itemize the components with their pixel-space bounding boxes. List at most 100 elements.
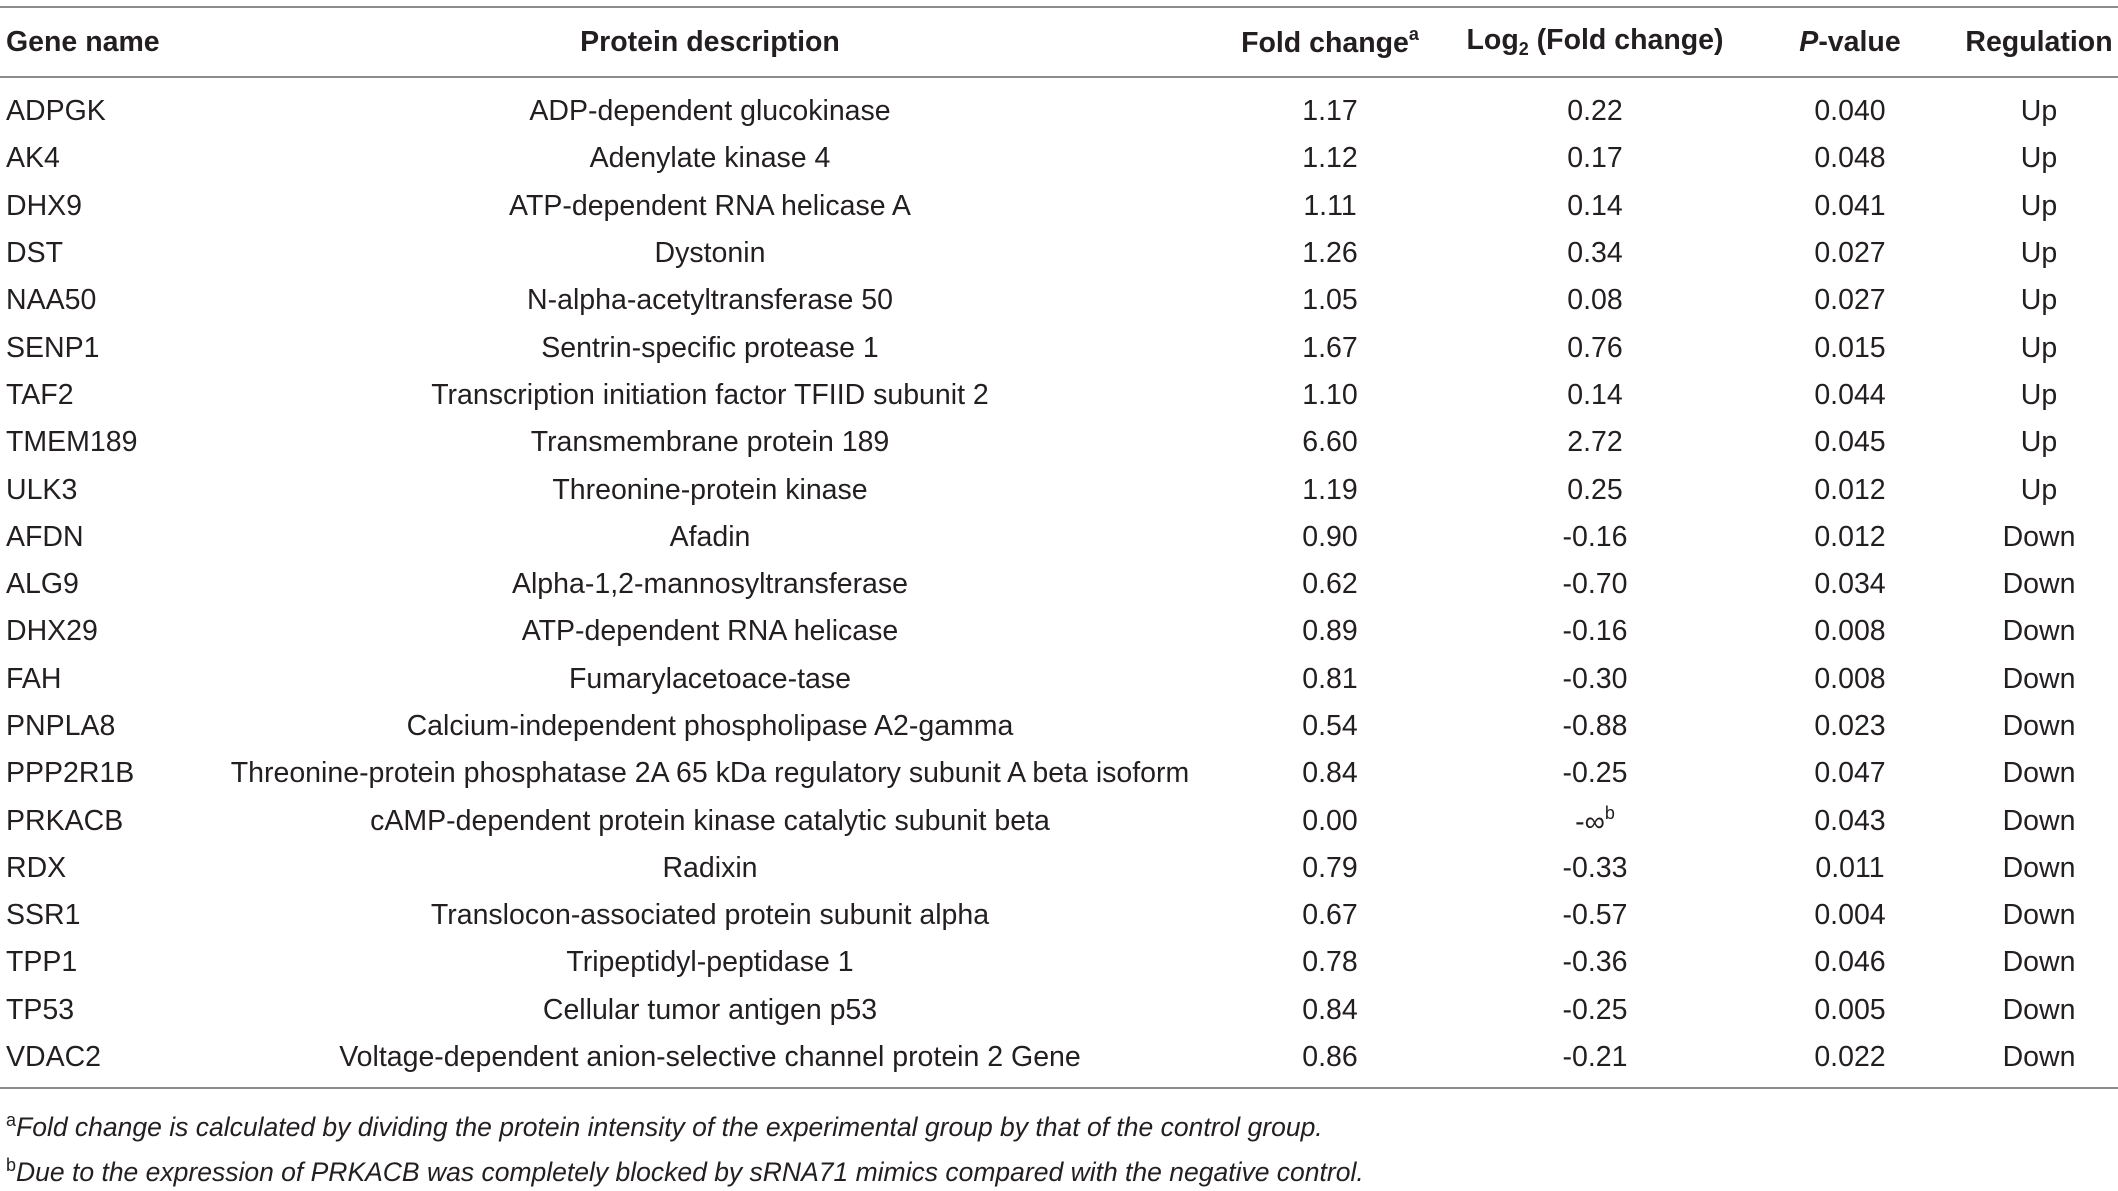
cell-gene-name: VDAC2 <box>6 1041 102 1074</box>
cell-regulation: Down <box>2002 568 2076 601</box>
cell-log2-fold-change: -0.25 <box>1562 757 1628 790</box>
footnote-mark-b: b <box>1604 803 1615 824</box>
cell-p-value: 0.011 <box>1815 851 1885 884</box>
header-log2-fold-change: Log2 (Fold change) <box>1450 8 1740 78</box>
table-row: AK4 Adenylate kinase 4 1.12 0.17 0.048 Up <box>0 135 2118 182</box>
cell-regulation: Up <box>2020 237 2058 270</box>
table-row: TP53 Cellular tumor antigen p53 0.84 -0.25 0… <box>0 987 2118 1034</box>
cell-protein-description: Dystonin <box>654 237 766 270</box>
cell-gene-name: TAF2 <box>6 378 74 411</box>
cell-fold-change: 0.62 <box>1302 568 1358 601</box>
cell-fold-change: 1.19 <box>1302 473 1358 506</box>
cell-fold-change: 1.17 <box>1302 95 1358 128</box>
cell-gene-name: SENP1 <box>6 331 100 364</box>
cell-regulation: Down <box>2002 851 2076 884</box>
cell-fold-change: 0.00 <box>1302 804 1358 837</box>
cell-p-value: 0.023 <box>1814 710 1886 742</box>
header-gene-name: Gene name <box>0 8 210 78</box>
cell-fold-change: 0.81 <box>1302 662 1358 695</box>
cell-protein-description: Transcription initiation factor TFIID su… <box>431 378 989 411</box>
cell-gene-name: PNPLA8 <box>6 710 116 742</box>
table-row: ALG9 Alpha-1,2-mannosyltransferase 0.62 -0.… <box>0 561 2118 608</box>
cell-log2-fold-change: -0.36 <box>1562 946 1628 979</box>
cell-regulation: Up <box>2020 142 2058 175</box>
cell-regulation: Down <box>2002 804 2076 837</box>
cell-p-value: 0.045 <box>1814 426 1886 459</box>
cell-regulation: Down <box>2002 615 2076 648</box>
cell-p-value: 0.034 <box>1814 568 1886 601</box>
cell-fold-change: 0.79 <box>1302 851 1358 884</box>
cell-fold-change: 1.67 <box>1302 331 1358 364</box>
cell-regulation: Up <box>2020 189 2058 222</box>
table-body: ADPGK ADP-dependent glucokinase 1.17 0.22 0.… <box>0 77 2118 1087</box>
cell-regulation: Down <box>2002 520 2076 553</box>
cell-log2-fold-change: 0.22 <box>1567 95 1623 128</box>
cell-protein-description: ADP-dependent glucokinase <box>529 95 891 128</box>
cell-p-value: 0.043 <box>1814 804 1886 837</box>
cell-regulation: Down <box>2002 662 2076 695</box>
table-row: AFDN Afadin 0.90 -0.16 0.012 Down <box>0 514 2118 561</box>
cell-p-value: 0.046 <box>1814 946 1886 979</box>
cell-fold-change: 0.86 <box>1302 1041 1358 1074</box>
header-fold-change: Fold changea <box>1210 8 1450 78</box>
cell-p-value: 0.008 <box>1814 615 1886 648</box>
cell-p-value: 0.044 <box>1814 378 1886 411</box>
footnote-b: bDue to the expression of PRKACB was com… <box>6 1155 1364 1188</box>
cell-fold-change: 6.60 <box>1302 426 1358 459</box>
cell-gene-name: SSR1 <box>6 899 81 932</box>
cell-regulation: Up <box>2020 95 2058 128</box>
cell-protein-description: Sentrin-specific protease 1 <box>541 331 879 364</box>
cell-gene-name: PRKACB <box>6 804 124 837</box>
cell-p-value: 0.008 <box>1814 662 1886 695</box>
cell-regulation: Up <box>2020 331 2058 364</box>
cell-fold-change: 0.54 <box>1302 710 1358 742</box>
footnote-mark-a: a <box>1408 24 1419 44</box>
cell-protein-description: Radixin <box>662 851 758 884</box>
cell-gene-name: TP53 <box>6 993 75 1026</box>
cell-fold-change: 1.05 <box>1302 284 1358 317</box>
table-row: DHX29 ATP-dependent RNA helicase 0.89 -0.16… <box>0 608 2118 655</box>
cell-protein-description: Threonine-protein kinase <box>552 473 868 506</box>
cell-p-value: 0.022 <box>1814 1041 1886 1074</box>
cell-p-value: 0.012 <box>1814 473 1886 506</box>
cell-gene-name: ULK3 <box>6 473 78 506</box>
cell-log2-fold-change: -0.21 <box>1562 1041 1628 1074</box>
cell-p-value: 0.012 <box>1814 520 1886 553</box>
cell-gene-name: FAH <box>6 662 62 695</box>
cell-regulation: Down <box>2002 993 2076 1026</box>
cell-protein-description: N-alpha-acetyltransferase 50 <box>527 284 893 317</box>
cell-protein-description: Calcium-independent phospholipase A2-gam… <box>406 710 1014 742</box>
table-row: DHX9 ATP-dependent RNA helicase A 1.11 0.14… <box>0 183 2118 230</box>
cell-fold-change: 1.11 <box>1303 189 1357 222</box>
protein-table: Gene name Protein description Fold chang… <box>0 8 2118 1087</box>
cell-gene-name: TMEM189 <box>6 426 138 459</box>
cell-gene-name: DHX29 <box>6 615 98 648</box>
cell-log2-fold-change: 0.76 <box>1567 331 1623 364</box>
cell-log2-fold-change: 0.14 <box>1567 378 1623 411</box>
cell-log2-fold-change: -0.57 <box>1562 899 1628 932</box>
cell-protein-description: Alpha-1,2-mannosyltransferase <box>511 568 909 601</box>
cell-log2-fold-change: 0.08 <box>1567 284 1623 317</box>
cell-regulation: Up <box>2020 426 2058 459</box>
cell-gene-name: RDX <box>6 851 67 884</box>
cell-p-value: 0.004 <box>1814 899 1886 932</box>
cell-protein-description: ATP-dependent RNA helicase <box>521 615 899 648</box>
cell-log2-fold-change: -0.16 <box>1562 520 1628 553</box>
cell-p-value: 0.047 <box>1814 757 1886 790</box>
cell-fold-change: 1.10 <box>1302 378 1358 411</box>
cell-gene-name: DHX9 <box>6 189 83 222</box>
cell-p-value: 0.005 <box>1814 993 1886 1026</box>
cell-gene-name: TPP1 <box>6 946 78 979</box>
cell-p-value: 0.041 <box>1814 189 1886 222</box>
header-regulation: Regulation <box>1960 8 2118 78</box>
cell-fold-change: 1.12 <box>1302 142 1358 175</box>
cell-protein-description: Tripeptidyl-peptidase 1 <box>566 946 854 979</box>
header-protein-description: Protein description <box>210 8 1210 78</box>
cell-protein-description: Threonine-protein phosphatase 2A 65 kDa … <box>230 757 1190 790</box>
table-row: TPP1 Tripeptidyl-peptidase 1 0.78 -0.36 0.04… <box>0 939 2118 986</box>
cell-protein-description: Voltage-dependent anion-selective channe… <box>339 1041 1081 1074</box>
cell-gene-name: ADPGK <box>6 95 106 128</box>
table-row: PRKACB cAMP-dependent protein kinase cata… <box>0 797 2118 844</box>
cell-log2-fold-change: -0.70 <box>1562 568 1628 601</box>
